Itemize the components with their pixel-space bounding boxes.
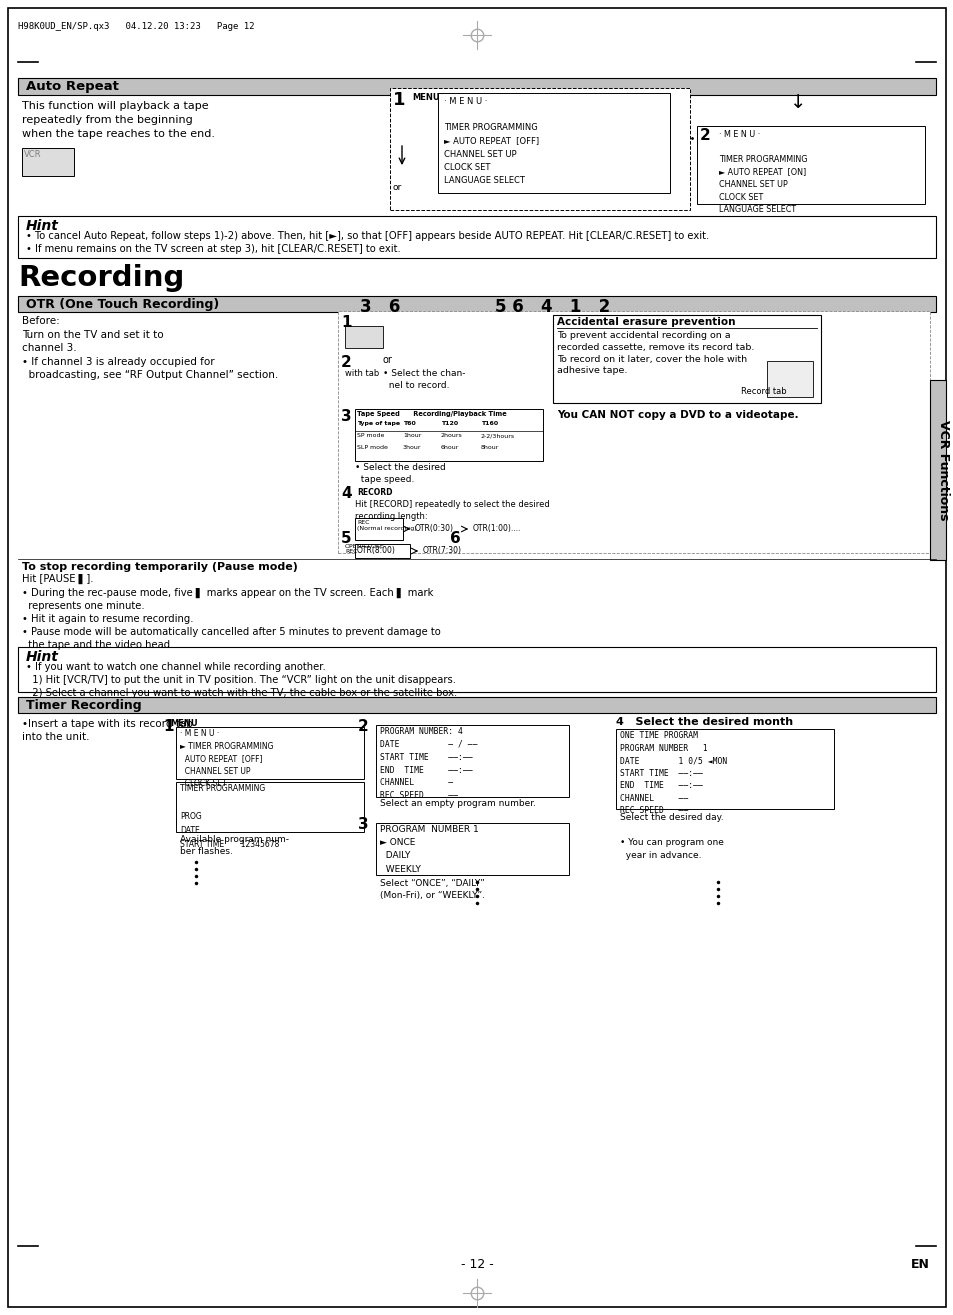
Text: 3hour: 3hour bbox=[402, 444, 421, 450]
Text: • Select the desired
  tape speed.: • Select the desired tape speed. bbox=[355, 463, 445, 484]
Text: MENU: MENU bbox=[412, 93, 439, 103]
Bar bbox=[18, 647, 935, 692]
Text: Type of tape: Type of tape bbox=[356, 421, 399, 426]
Text: 6: 6 bbox=[450, 531, 460, 546]
Text: 1hour: 1hour bbox=[402, 433, 421, 438]
Text: T160: T160 bbox=[480, 421, 497, 426]
Text: 4   Select the desired month: 4 Select the desired month bbox=[616, 717, 792, 727]
Text: 2: 2 bbox=[700, 128, 710, 143]
Bar bbox=[18, 78, 935, 95]
Text: 2hours: 2hours bbox=[440, 433, 462, 438]
Bar bbox=[18, 296, 935, 312]
Text: EN: EN bbox=[909, 1258, 928, 1272]
Text: SLP mode: SLP mode bbox=[356, 444, 388, 450]
Text: Hit [PAUSE ▌].
• During the rec-pause mode, five ▌ marks appear on the TV screen: Hit [PAUSE ▌]. • During the rec-pause mo… bbox=[22, 575, 440, 651]
Text: OPEN/CLOSE: OPEN/CLOSE bbox=[345, 543, 384, 548]
Text: TIMER PROGRAMMING

PROG
DATE
START TIME       12345678: TIMER PROGRAMMING PROG DATE START TIME 1… bbox=[180, 784, 279, 848]
Text: 1: 1 bbox=[163, 719, 173, 734]
Text: OTR(1:00)....: OTR(1:00).... bbox=[473, 523, 521, 533]
Text: Hit [RECORD] repeatedly to select the desired
recording length:: Hit [RECORD] repeatedly to select the de… bbox=[355, 500, 549, 521]
Bar bbox=[616, 729, 833, 809]
Bar bbox=[355, 409, 542, 462]
Text: 6hour: 6hour bbox=[440, 444, 459, 450]
Text: T120: T120 bbox=[440, 421, 457, 426]
Text: 2-2/3hours: 2-2/3hours bbox=[480, 433, 515, 438]
Text: 8hour: 8hour bbox=[480, 444, 498, 450]
Text: ONE TIME PROGRAM
PROGRAM NUMBER   1
DATE        1 0/5 ◄MON
START TIME  ––:––
END: ONE TIME PROGRAM PROGRAM NUMBER 1 DATE 1… bbox=[619, 731, 726, 815]
Text: REC: REC bbox=[345, 548, 357, 554]
Text: 2: 2 bbox=[340, 355, 352, 370]
Text: Select the desired day.

• You can program one
  year in advance.: Select the desired day. • You can progra… bbox=[619, 813, 723, 860]
Text: Hint: Hint bbox=[26, 650, 59, 664]
Bar bbox=[766, 362, 812, 397]
Text: REC
(Normal recording): REC (Normal recording) bbox=[356, 519, 416, 531]
Text: Record tab: Record tab bbox=[740, 387, 786, 396]
Text: · M E N U ·
► TIMER PROGRAMMING
  AUTO REPEAT  [OFF]
  CHANNEL SET UP
  CLOCK SE: · M E N U · ► TIMER PROGRAMMING AUTO REP… bbox=[180, 729, 274, 788]
Text: RECORD: RECORD bbox=[356, 488, 392, 497]
Text: SP mode: SP mode bbox=[356, 433, 384, 438]
Text: 3   6: 3 6 bbox=[359, 299, 400, 316]
Text: Available program num-
ber flashes.: Available program num- ber flashes. bbox=[180, 835, 289, 856]
Text: 5: 5 bbox=[340, 531, 352, 546]
Bar bbox=[337, 312, 929, 554]
Text: OTR(0:30): OTR(0:30) bbox=[415, 523, 454, 533]
Text: Accidental erasure prevention: Accidental erasure prevention bbox=[557, 317, 735, 327]
Text: 5 6   4   1   2: 5 6 4 1 2 bbox=[495, 299, 610, 316]
Text: OTR(7:30): OTR(7:30) bbox=[422, 546, 461, 555]
Bar bbox=[437, 93, 669, 193]
Text: • To cancel Auto Repeat, follow steps 1)-2) above. Then, hit [►], so that [OFF] : • To cancel Auto Repeat, follow steps 1)… bbox=[26, 231, 708, 254]
Text: · M E N U ·

TIMER PROGRAMMING
► AUTO REPEAT  [ON]
CHANNEL SET UP
CLOCK SET
LANG: · M E N U · TIMER PROGRAMMING ► AUTO REP… bbox=[719, 130, 806, 214]
Bar bbox=[18, 216, 935, 258]
Bar bbox=[697, 126, 924, 204]
Bar bbox=[553, 316, 821, 402]
Text: or: or bbox=[393, 183, 402, 192]
Text: VCR Functions: VCR Functions bbox=[937, 419, 949, 521]
Text: •Insert a tape with its record tab
into the unit.: •Insert a tape with its record tab into … bbox=[22, 719, 193, 742]
Bar bbox=[929, 380, 945, 560]
Text: • Select the chan-
  nel to record.: • Select the chan- nel to record. bbox=[382, 370, 465, 389]
Text: You CAN NOT copy a DVD to a videotape.: You CAN NOT copy a DVD to a videotape. bbox=[557, 410, 798, 419]
Bar bbox=[355, 544, 410, 558]
Text: • If you want to watch one channel while recording another.
  1) Hit [VCR/TV] to: • If you want to watch one channel while… bbox=[26, 661, 456, 698]
Text: To stop recording temporarily (Pause mode): To stop recording temporarily (Pause mod… bbox=[22, 562, 297, 572]
Text: Select an empty program number.: Select an empty program number. bbox=[379, 800, 536, 807]
Text: 1: 1 bbox=[340, 316, 351, 330]
Text: Recording: Recording bbox=[18, 264, 184, 292]
Text: Select “ONCE”, “DAILY”
(Mon-Fri), or “WEEKLY”.: Select “ONCE”, “DAILY” (Mon-Fri), or “WE… bbox=[379, 878, 484, 899]
Bar bbox=[375, 725, 568, 797]
Text: OTR (One Touch Recording): OTR (One Touch Recording) bbox=[26, 299, 219, 312]
Bar bbox=[355, 518, 402, 540]
Bar bbox=[345, 326, 382, 348]
Bar bbox=[175, 727, 364, 778]
Text: This function will playback a tape
repeatedly from the beginning
when the tape r: This function will playback a tape repea… bbox=[22, 101, 214, 139]
Text: ↓: ↓ bbox=[789, 93, 805, 112]
Text: Before:
Turn on the TV and set it to
channel 3.
• If channel 3 is already occupi: Before: Turn on the TV and set it to cha… bbox=[22, 316, 278, 380]
Bar bbox=[18, 697, 935, 713]
Text: To prevent accidental recording on a
recorded cassette, remove its record tab.
T: To prevent accidental recording on a rec… bbox=[557, 331, 754, 375]
Text: with tab: with tab bbox=[345, 370, 379, 377]
Text: 1: 1 bbox=[393, 91, 405, 109]
Bar bbox=[375, 823, 568, 874]
Text: Hint: Hint bbox=[26, 220, 59, 233]
Bar bbox=[390, 88, 689, 210]
Bar bbox=[175, 782, 364, 832]
Text: MENU: MENU bbox=[170, 719, 197, 729]
Text: H98K0UD_EN/SP.qx3   04.12.20 13:23   Page 12: H98K0UD_EN/SP.qx3 04.12.20 13:23 Page 12 bbox=[18, 22, 254, 32]
Text: - 12 -: - 12 - bbox=[460, 1258, 493, 1272]
Text: PROGRAM NUMBER: 4
DATE          – / ––
START TIME    ––:––
END  TIME     ––:––
C: PROGRAM NUMBER: 4 DATE – / –– START TIME… bbox=[379, 727, 477, 801]
Text: 2: 2 bbox=[357, 719, 369, 734]
Text: or: or bbox=[382, 355, 393, 366]
Text: 3: 3 bbox=[357, 817, 368, 832]
Text: PROGRAM  NUMBER 1
► ONCE
  DAILY
  WEEKLY: PROGRAM NUMBER 1 ► ONCE DAILY WEEKLY bbox=[379, 825, 478, 873]
Text: Timer Recording: Timer Recording bbox=[26, 700, 141, 711]
Text: 3: 3 bbox=[340, 409, 352, 423]
Text: Auto Repeat: Auto Repeat bbox=[26, 80, 119, 93]
Text: · M E N U ·

TIMER PROGRAMMING
► AUTO REPEAT  [OFF]
CHANNEL SET UP
CLOCK SET
LAN: · M E N U · TIMER PROGRAMMING ► AUTO REP… bbox=[443, 97, 538, 185]
Text: Tape Speed      Recording/Playback Time: Tape Speed Recording/Playback Time bbox=[356, 412, 506, 417]
Text: T60: T60 bbox=[402, 421, 416, 426]
Bar bbox=[22, 149, 74, 176]
Text: VCR: VCR bbox=[24, 150, 42, 159]
Text: OTR(8:00): OTR(8:00) bbox=[356, 546, 395, 555]
Text: 4: 4 bbox=[340, 487, 352, 501]
